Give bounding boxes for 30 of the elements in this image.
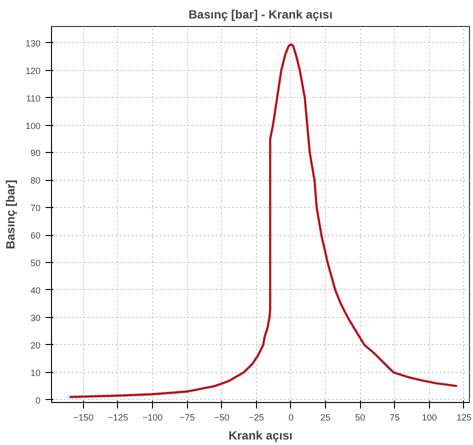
x-tick-label: 25 [320, 412, 331, 422]
line-series [68, 43, 458, 398]
y-tick-label: 30 [30, 312, 41, 323]
y-tick-label: 50 [30, 258, 41, 268]
x-tick-label: 125 [456, 412, 472, 422]
x-tick-label: 100 [422, 412, 437, 422]
x-tick-label: −150 [73, 412, 94, 422]
y-tick-label: 130 [25, 38, 41, 48]
x-axis-title: Krank açısı [228, 428, 293, 442]
x-tick-label: −50 [214, 412, 230, 422]
y-tick-label: 40 [30, 285, 41, 296]
y-tick-label: 80 [30, 176, 41, 186]
x-tick-label: 50 [355, 412, 366, 422]
y-tick-label: 100 [25, 120, 41, 131]
x-tick-label: 0 [288, 412, 294, 422]
y-tick-label: 60 [30, 230, 41, 241]
y-tick-label: 90 [30, 148, 41, 158]
y-tick-label: 10 [30, 368, 41, 378]
chart-title: Basınç [bar] - Krank açısı [188, 8, 333, 22]
y-axis-title: Basınç [bar] [3, 180, 18, 250]
x-tick-label: −25 [248, 412, 264, 422]
y-tick-label: 110 [26, 93, 41, 104]
x-tick-label: −100 [142, 412, 163, 422]
y-tick-label: 20 [30, 340, 41, 350]
x-tick-label: −75 [180, 412, 195, 422]
y-tick-label: 0 [35, 395, 41, 406]
x-tick-label: 75 [390, 412, 400, 422]
y-tick-label: 120 [25, 66, 41, 76]
y-tick-label: 70 [30, 203, 41, 214]
x-tick-label: −125 [108, 412, 128, 422]
